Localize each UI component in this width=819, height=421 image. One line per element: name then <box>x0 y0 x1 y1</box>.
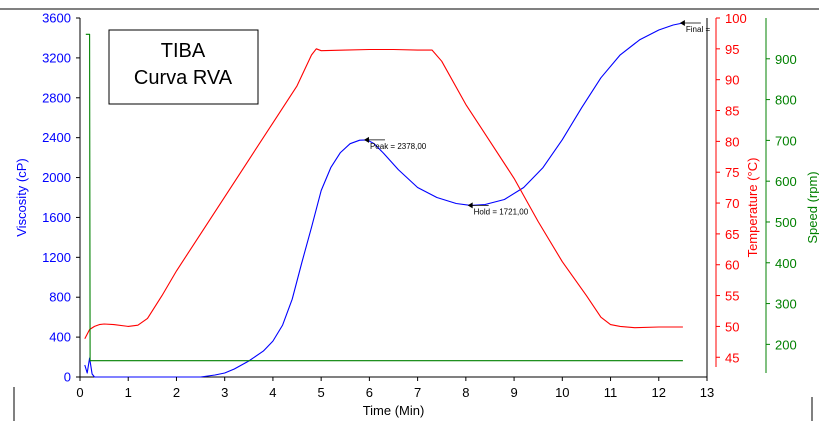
time-tick-label: 2 <box>173 385 180 400</box>
time-tick-label: 13 <box>700 385 714 400</box>
title-box-line: TIBA <box>161 40 206 62</box>
temperature-tick-label: 70 <box>725 196 739 211</box>
viscosity-tick-label: 0 <box>64 370 71 385</box>
time-tick-label: 0 <box>76 385 83 400</box>
viscosity-axis: 0 400 800 1200 1600 2000 2400 2800 3200 3600 Visco… <box>14 11 80 385</box>
temperature-tick-label: 95 <box>725 42 739 57</box>
speed-tick-label: 400 <box>775 256 797 271</box>
viscosity-tick-label: 1600 <box>42 210 71 225</box>
annotation-label: Peak = 2378,00 <box>370 142 427 151</box>
temperature-tick-label: 60 <box>725 258 739 273</box>
speed-tick-label: 300 <box>775 297 797 312</box>
annotation-marker <box>467 202 473 209</box>
viscosity-axis-label: Viscosity (cP) <box>14 158 29 237</box>
title-box-frame <box>108 29 259 105</box>
series-layer <box>84 22 684 378</box>
speed-tick-label: 900 <box>775 52 797 67</box>
annotation-label: Hold = 1721,00 <box>474 207 529 216</box>
viscosity-tick-label: 2800 <box>42 90 71 105</box>
speed-axis-label: Speed (rpm) <box>805 171 819 243</box>
speed-tick-label: 700 <box>775 133 797 148</box>
temperature-tick-label: 50 <box>725 319 739 334</box>
viscosity-tick-label: 2400 <box>42 130 71 145</box>
time-tick-label: 7 <box>414 385 421 400</box>
viscosity-series-line <box>84 22 684 378</box>
time-tick-label: 5 <box>318 385 325 400</box>
temperature-series-line <box>84 48 683 340</box>
speed-tick-label: 800 <box>775 93 797 108</box>
temperature-tick-label: 100 <box>725 11 747 26</box>
temperature-tick-label: 85 <box>725 104 739 119</box>
temperature-tick-label: 80 <box>725 134 739 149</box>
title-box: TIBA Curva RVA <box>108 29 259 105</box>
time-tick-label: 1 <box>125 385 132 400</box>
time-tick-label: 10 <box>555 385 569 400</box>
speed-tick-label: 600 <box>775 174 797 189</box>
temperature-tick-label: 75 <box>725 165 739 180</box>
speed-tick-label: 200 <box>775 337 797 352</box>
temperature-tick-label: 90 <box>725 73 739 88</box>
time-tick-label: 11 <box>604 385 618 400</box>
title-box-line: Curva RVA <box>134 67 233 89</box>
time-tick-label: 8 <box>462 385 469 400</box>
time-tick-label: 6 <box>366 385 373 400</box>
temperature-tick-label: 65 <box>725 227 739 242</box>
viscosity-tick-label: 800 <box>49 290 71 305</box>
temperature-axis-label: Temperature (°C) <box>745 158 760 258</box>
speed-axis: 200 300 400 500 600 700 800 900 Speed (rpm) <box>765 18 819 373</box>
viscosity-tick-label: 1200 <box>42 250 71 265</box>
annotation-marker <box>679 19 685 26</box>
temperature-axis: 45 50 55 60 65 70 75 80 85 90 95 100 Temperature (°C… <box>715 11 760 367</box>
temperature-tick-label: 55 <box>725 289 739 304</box>
annotations: Peak = 2378,00 Hold = 1721,00 Final = <box>363 19 711 216</box>
time-tick-label: 4 <box>269 385 276 400</box>
annotation-label: Final = <box>686 25 711 34</box>
time-axis-label: Time (Min) <box>363 403 425 418</box>
annotation-marker <box>363 136 369 143</box>
viscosity-tick-label: 400 <box>49 330 71 345</box>
temperature-tick-label: 45 <box>725 350 739 365</box>
time-tick-label: 9 <box>510 385 517 400</box>
time-tick-label: 3 <box>221 385 228 400</box>
speed-tick-label: 500 <box>775 215 797 230</box>
speed-series-line <box>85 33 683 362</box>
time-tick-label: 12 <box>652 385 666 400</box>
viscosity-tick-label: 3600 <box>42 11 71 26</box>
viscosity-tick-label: 2000 <box>42 170 71 185</box>
viscosity-tick-label: 3200 <box>42 50 71 65</box>
